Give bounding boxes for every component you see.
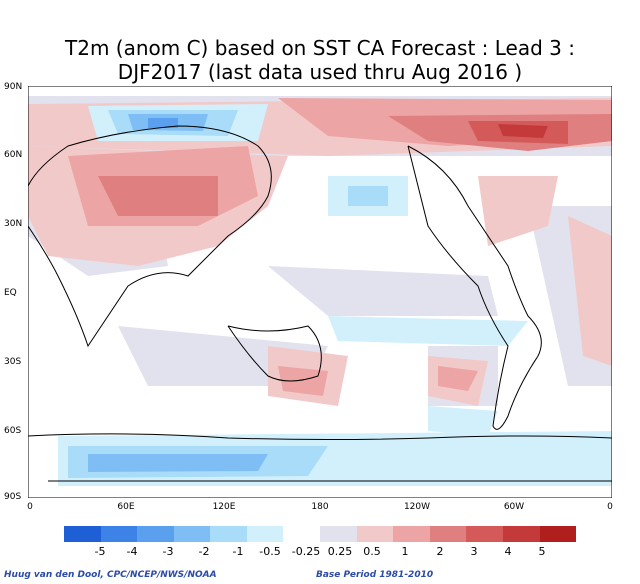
- lon-label-120e: 120E: [212, 502, 236, 512]
- map-title-line-1: T2m (anom C) based on SST CA Forecast : …: [65, 36, 575, 60]
- lon-label-0-east: 0: [607, 502, 613, 512]
- legend-swatch: [320, 526, 357, 542]
- legend-tick: 4: [504, 545, 512, 558]
- legend-tick: 0.25: [327, 545, 353, 558]
- legend-swatch: [539, 526, 577, 542]
- legend-tick: -3: [162, 545, 174, 558]
- legend-tick: 3: [470, 545, 478, 558]
- legend-swatch: [466, 526, 503, 542]
- base-period-note: Base Period 1981-2010: [316, 570, 434, 580]
- legend-swatch: [393, 526, 430, 542]
- legend-swatch: [173, 526, 211, 542]
- legend-swatch: [64, 526, 101, 542]
- legend-swatch: [210, 526, 247, 542]
- lon-label-0: 0: [27, 502, 33, 512]
- map-title-line-2: DJF2017 (last data used thru Aug 2016 ): [117, 60, 523, 84]
- legend-tick: 1: [401, 545, 409, 558]
- legend-swatch: [246, 526, 284, 542]
- lon-label-60w: 60W: [503, 502, 525, 512]
- coastlines: [28, 125, 612, 482]
- lat-label-90n: 90N: [4, 82, 23, 92]
- lat-label-60n: 60N: [4, 150, 23, 160]
- lon-label-60e: 60E: [117, 502, 135, 512]
- anomaly-map: [28, 86, 612, 498]
- legend-tick: 5: [538, 545, 546, 558]
- lat-label-90s: 90S: [4, 492, 22, 502]
- legend-tick: -2: [198, 545, 210, 558]
- color-legend: [64, 526, 577, 542]
- legend-swatch: [502, 526, 540, 542]
- legend-tick: 2: [436, 545, 444, 558]
- legend-tick: -5: [94, 545, 106, 558]
- legend-tick: 0.5: [363, 545, 381, 558]
- legend-tick: -1: [232, 545, 244, 558]
- legend-swatch: [429, 526, 467, 542]
- legend-swatch: [283, 526, 321, 542]
- legend-swatch: [100, 526, 138, 542]
- lat-label-30s: 30S: [4, 357, 22, 367]
- lon-label-120w: 120W: [403, 502, 431, 512]
- legend-swatch: [137, 526, 174, 542]
- lat-label-60s: 60S: [4, 426, 22, 436]
- author-credit: Huug van den Dool, CPC/NCEP/NWS/NOAA: [4, 570, 217, 580]
- lat-label-30n: 30N: [4, 219, 23, 229]
- lat-label-eq: EQ: [4, 288, 17, 298]
- legend-tick: -4: [126, 545, 138, 558]
- legend-tick: -0.5: [259, 545, 281, 558]
- legend-tick: -0.25: [291, 545, 321, 558]
- lon-label-180: 180: [311, 502, 329, 512]
- legend-swatch: [356, 526, 394, 542]
